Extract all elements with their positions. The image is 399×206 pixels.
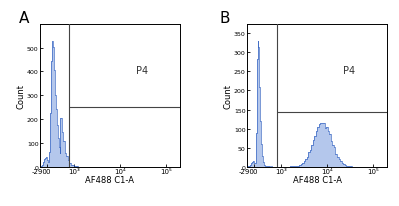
Bar <box>267 166 269 167</box>
Bar <box>348 166 349 167</box>
Bar <box>345 165 346 167</box>
Bar <box>307 157 308 167</box>
Bar <box>325 128 326 167</box>
Bar <box>310 150 311 167</box>
Bar <box>334 148 336 167</box>
Bar <box>61 132 63 167</box>
Bar <box>331 141 332 167</box>
Bar <box>294 166 296 167</box>
Bar <box>72 165 74 167</box>
Bar <box>69 163 71 167</box>
Bar <box>349 166 351 167</box>
Bar <box>71 165 72 167</box>
Bar <box>311 146 313 167</box>
Bar <box>314 137 316 167</box>
Bar <box>336 154 337 167</box>
Bar <box>320 124 322 167</box>
Bar <box>319 125 320 167</box>
Bar <box>298 166 299 167</box>
Bar <box>66 157 68 167</box>
Bar <box>300 165 302 167</box>
Bar <box>302 163 304 167</box>
Y-axis label: Count: Count <box>223 83 233 108</box>
Bar <box>296 166 298 167</box>
Bar <box>322 123 323 167</box>
Bar <box>305 159 307 167</box>
Bar <box>340 162 342 167</box>
Text: A: A <box>19 11 29 25</box>
Bar <box>316 131 317 167</box>
Bar <box>293 166 294 167</box>
Bar <box>74 166 75 167</box>
Bar <box>65 153 66 167</box>
Bar <box>330 135 331 167</box>
Bar <box>313 140 314 167</box>
Bar <box>326 127 328 167</box>
Bar <box>299 165 300 167</box>
Text: P4: P4 <box>343 65 355 75</box>
Bar <box>63 142 65 167</box>
Bar <box>351 166 352 167</box>
Bar <box>343 164 345 167</box>
Bar <box>328 132 330 167</box>
Bar <box>304 161 305 167</box>
Bar <box>68 160 69 167</box>
Bar <box>332 145 334 167</box>
X-axis label: AF488 C1-A: AF488 C1-A <box>85 176 134 185</box>
X-axis label: AF488 C1-A: AF488 C1-A <box>292 176 342 185</box>
Bar <box>323 123 325 167</box>
Bar <box>342 163 343 167</box>
Bar <box>308 152 310 167</box>
Bar <box>60 118 61 167</box>
Bar <box>337 157 338 167</box>
Y-axis label: Count: Count <box>16 83 26 108</box>
Text: P4: P4 <box>136 65 148 75</box>
Text: B: B <box>219 11 229 25</box>
Bar <box>317 127 319 167</box>
Bar <box>338 159 340 167</box>
Bar <box>346 166 348 167</box>
